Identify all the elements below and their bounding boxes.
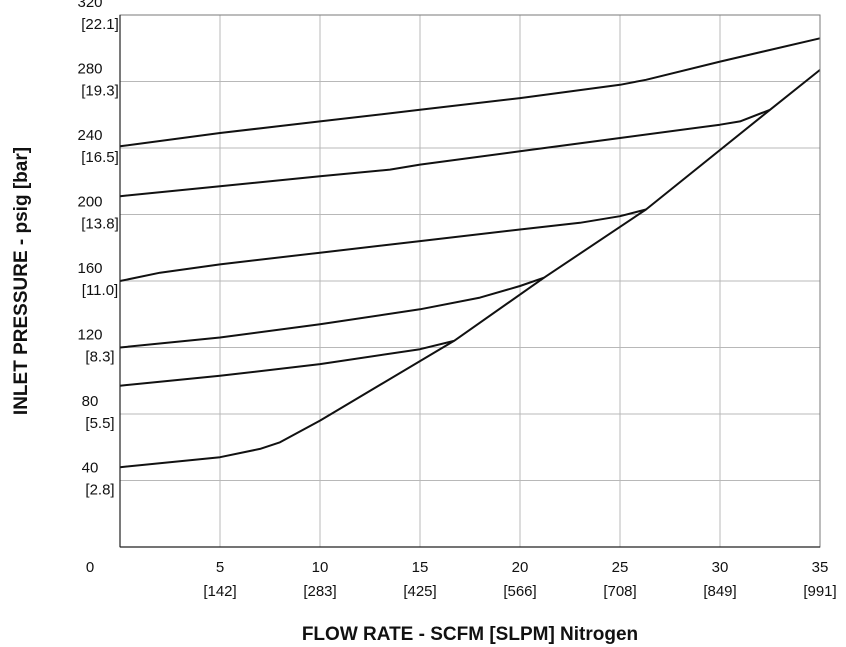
y-tick-label: 80: [82, 393, 99, 410]
series-line-2: [119, 108, 771, 198]
y-tick-sublabel: [19.3]: [81, 83, 119, 100]
x-axis-title: FLOW RATE - SCFM [SLPM] Nitrogen: [302, 624, 638, 645]
y-tick-label: 120: [77, 327, 102, 344]
y-tick-sublabel: [22.1]: [81, 16, 119, 33]
y-tick-sublabel: [2.8]: [85, 482, 114, 499]
x-tick-label: 15: [412, 559, 429, 576]
y-tick-sublabel: [13.8]: [81, 216, 119, 233]
y-tick-sublabel: [16.5]: [81, 149, 119, 166]
series-line-1: [119, 37, 821, 148]
axis-frame: [119, 14, 821, 548]
y-tick-sublabel: [5.5]: [85, 415, 114, 432]
y-tick-label: 0: [86, 559, 94, 576]
y-tick-label: 240: [77, 127, 102, 144]
series-line-4: [119, 276, 545, 349]
y-tick-label: 160: [77, 260, 102, 277]
x-tick-sublabel: [425]: [403, 583, 436, 600]
x-tick-label: 30: [712, 559, 729, 576]
series-line-3: [119, 208, 647, 282]
series-line-5: [119, 339, 455, 387]
x-tick-label: 35: [812, 559, 829, 576]
x-tick-sublabel: [991]: [803, 583, 836, 600]
x-tick-label: 20: [512, 559, 529, 576]
x-tick-sublabel: [142]: [203, 583, 236, 600]
series-lines: [119, 37, 821, 469]
y-tick-label: 40: [82, 460, 99, 477]
x-tick-label: 5: [216, 559, 224, 576]
y-axis-title: INLET PRESSURE - psig [bar]: [11, 147, 32, 415]
y-tick-sublabel: [8.3]: [85, 349, 114, 366]
y-tick-sublabel: [11.0]: [82, 282, 118, 299]
x-tick-labels: 5 [142] 10 [283] 15 [425] 20 [566] 25 [708] 30 [849…: [203, 559, 836, 600]
grid: [120, 15, 820, 547]
x-tick-sublabel: [566]: [503, 583, 536, 600]
y-tick-label: 280: [77, 61, 102, 78]
x-tick-sublabel: [283]: [303, 583, 336, 600]
y-tick-labels: 0 40 [2.8] 80 [5.5] 120 [8.3] 160 [11.0] 200 [13.8…: [77, 0, 118, 576]
series-line-6: [119, 69, 821, 469]
x-tick-label: 10: [312, 559, 329, 576]
x-tick-sublabel: [849]: [703, 583, 736, 600]
x-tick-sublabel: [708]: [603, 583, 636, 600]
y-tick-label: 200: [77, 194, 102, 211]
x-tick-label: 25: [612, 559, 629, 576]
y-tick-label: 320: [77, 0, 102, 11]
